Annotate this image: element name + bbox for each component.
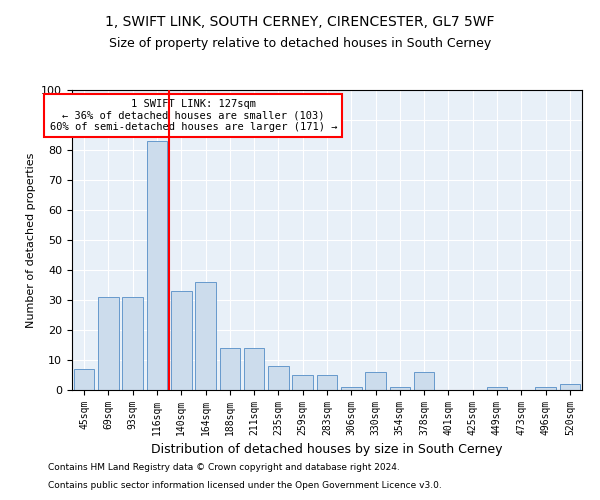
X-axis label: Distribution of detached houses by size in South Cerney: Distribution of detached houses by size …	[151, 444, 503, 456]
Bar	[389, 387, 410, 390]
Bar	[98, 297, 119, 390]
Bar	[171, 291, 191, 390]
Bar	[74, 369, 94, 390]
Bar	[317, 375, 337, 390]
Bar	[146, 141, 167, 390]
Text: 1, SWIFT LINK, SOUTH CERNEY, CIRENCESTER, GL7 5WF: 1, SWIFT LINK, SOUTH CERNEY, CIRENCESTER…	[105, 15, 495, 29]
Bar	[341, 387, 362, 390]
Y-axis label: Number of detached properties: Number of detached properties	[26, 152, 36, 328]
Bar	[535, 387, 556, 390]
Bar	[365, 372, 386, 390]
Text: Contains public sector information licensed under the Open Government Licence v3: Contains public sector information licen…	[48, 481, 442, 490]
Text: 1 SWIFT LINK: 127sqm
← 36% of detached houses are smaller (103)
60% of semi-deta: 1 SWIFT LINK: 127sqm ← 36% of detached h…	[50, 99, 337, 132]
Bar	[122, 297, 143, 390]
Bar	[220, 348, 240, 390]
Bar	[414, 372, 434, 390]
Bar	[292, 375, 313, 390]
Bar	[487, 387, 508, 390]
Bar	[560, 384, 580, 390]
Bar	[268, 366, 289, 390]
Text: Size of property relative to detached houses in South Cerney: Size of property relative to detached ho…	[109, 38, 491, 51]
Text: Contains HM Land Registry data © Crown copyright and database right 2024.: Contains HM Land Registry data © Crown c…	[48, 464, 400, 472]
Bar	[195, 282, 216, 390]
Bar	[244, 348, 265, 390]
